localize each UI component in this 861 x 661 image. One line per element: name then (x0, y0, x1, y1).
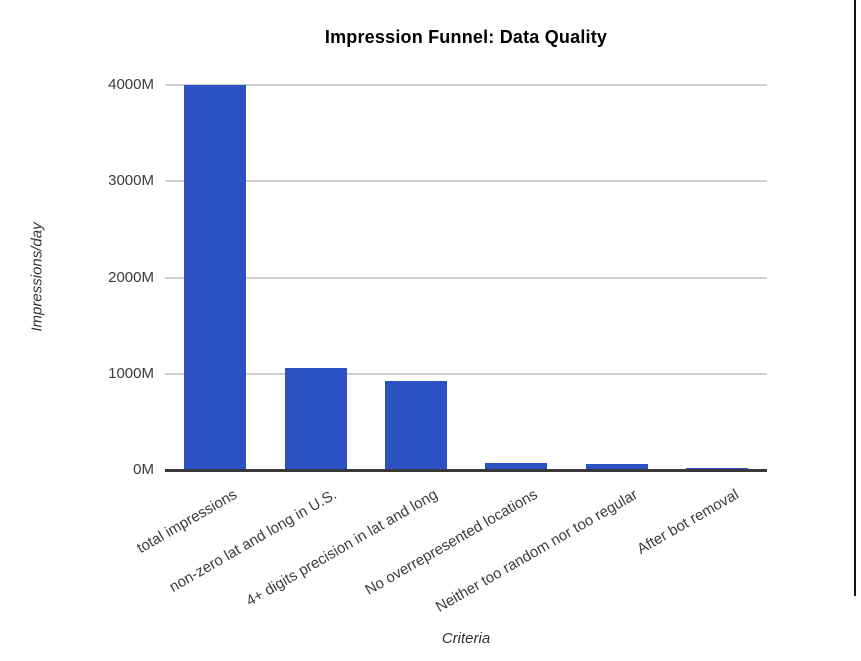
bar (184, 85, 247, 470)
x-tick-label: total impressions (133, 486, 240, 557)
x-tick-label: After bot removal (633, 486, 742, 558)
chart-title: Impression Funnel: Data Quality (324, 27, 608, 47)
x-axis-line (165, 469, 767, 472)
y-tick-label: 3000M (108, 172, 154, 190)
gridline (165, 84, 767, 86)
y-tick-label: 1000M (108, 364, 154, 382)
x-tick-label: Neither too random nor too regular (433, 486, 641, 616)
x-tick-label: non-zero lat and long in U.S. (166, 486, 340, 596)
gridline (165, 372, 767, 375)
right-edge-line (854, 0, 856, 596)
y-tick-label: 0M (133, 461, 154, 478)
x-axis-title: Criteria (441, 630, 491, 647)
y-tick-label: 4000M (108, 76, 154, 93)
plot-area (165, 84, 767, 472)
bar (485, 462, 548, 470)
x-tick-label: No overrepresented locations (362, 486, 541, 599)
bar (284, 367, 347, 470)
gridline (165, 180, 767, 183)
bar (585, 464, 648, 470)
bar (384, 380, 447, 470)
y-tick-label: 2000M (108, 268, 154, 286)
x-tick-label: 4+ digits precision in lat and long (242, 486, 441, 610)
gridline (165, 276, 767, 279)
